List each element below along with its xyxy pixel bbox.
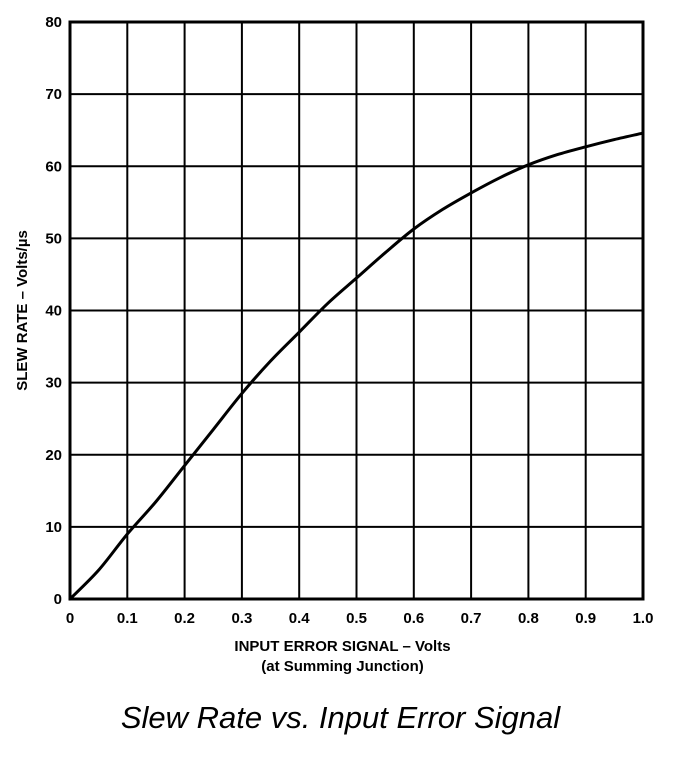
x-axis-subtitle: (at Summing Junction): [261, 658, 424, 675]
x-tick-label: 0: [66, 610, 74, 627]
grid: [70, 22, 643, 599]
plot-frame: [68, 20, 645, 601]
x-tick-label: 0.5: [346, 610, 367, 627]
y-tick-label: 10: [45, 519, 62, 536]
slew-rate-curve: [68, 131, 645, 601]
x-axis-title: INPUT ERROR SIGNAL – Volts: [234, 638, 450, 655]
x-tick-label: 0.1: [117, 610, 138, 627]
y-axis-title: SLEW RATE – Volts/µs: [14, 230, 31, 391]
y-tick-label: 50: [45, 230, 62, 247]
x-tick-labels: 0 0.1 0.2 0.3 0.4 0.5 0.6 0.7 0.8 0.9 1.0: [66, 610, 654, 627]
x-tick-label: 0.7: [461, 610, 482, 627]
x-tick-label: 0.4: [289, 610, 311, 627]
x-tick-label: 0.3: [231, 610, 252, 627]
y-tick-label: 30: [45, 375, 62, 392]
y-tick-labels: 0 10 20 30 40 50 60 70 80: [45, 14, 62, 608]
y-tick-label: 80: [45, 14, 62, 31]
y-tick-label: 70: [45, 86, 62, 103]
x-tick-label: 0.8: [518, 610, 539, 627]
curve-layer: [68, 131, 645, 601]
y-tick-label: 40: [45, 303, 62, 320]
y-tick-label: 20: [45, 447, 62, 464]
plot-border: [68, 20, 645, 601]
y-tick-label: 60: [45, 158, 62, 175]
x-tick-label: 1.0: [633, 610, 654, 627]
x-tick-label: 0.2: [174, 610, 195, 627]
y-tick-label: 0: [54, 591, 62, 608]
x-tick-label: 0.6: [403, 610, 424, 627]
x-tick-label: 0.9: [575, 610, 596, 627]
slew-rate-chart: 0 0.1 0.2 0.3 0.4 0.5 0.6 0.7 0.8 0.9 1.0 0 10 20 30 4…: [14, 14, 654, 675]
figure-caption: Slew Rate vs. Input Error Signal: [120, 700, 561, 735]
